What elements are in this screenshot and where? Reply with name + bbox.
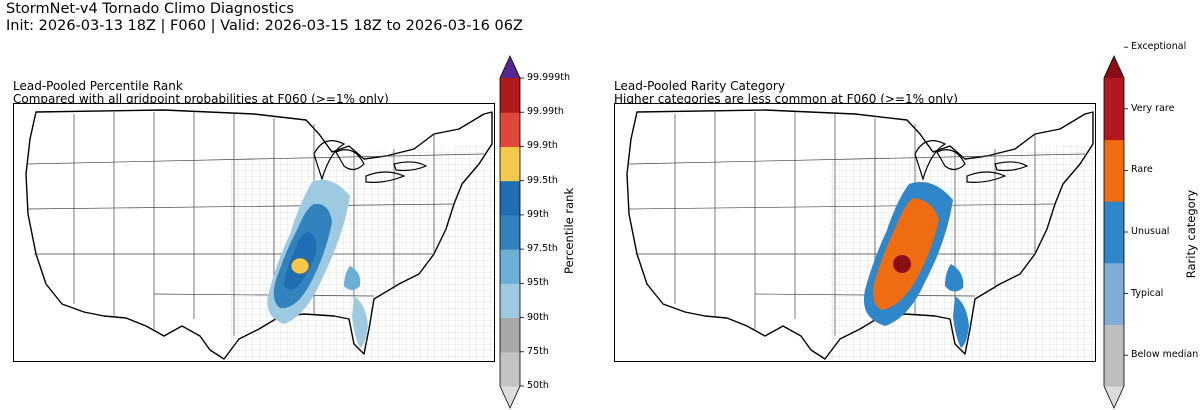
colorbar-segment — [500, 351, 520, 387]
colorbar-tick-label: Below median — [1131, 349, 1199, 361]
percentile-field — [267, 179, 368, 348]
percentile-rank-map — [13, 103, 495, 362]
colorbar-segment — [500, 317, 520, 353]
colorbar-extend-high — [1104, 56, 1124, 78]
colorbar-outline — [1103, 55, 1125, 409]
great-lakes — [914, 140, 1029, 183]
great-lakes — [313, 140, 428, 183]
colorbar-segment — [500, 283, 520, 319]
colorbar-segment — [500, 78, 520, 113]
figure-title: StormNet-v4 Tornado Climo Diagnostics In… — [6, 1, 523, 35]
colorbar-segment — [500, 180, 520, 216]
colorbar-tick-label: 97.5th — [527, 243, 558, 255]
rarity-field — [863, 182, 969, 348]
colorbar-extend-low — [500, 386, 520, 408]
colorbar-tick-label: 90th — [527, 311, 549, 323]
colorbar-segment — [500, 214, 520, 250]
colorbar-segment — [1104, 78, 1124, 141]
colorbar-tick-label: Exceptional — [1131, 41, 1187, 53]
colorbar-tick-label: 95th — [527, 277, 549, 289]
rarity-colorbar-label: Rarity category — [1184, 189, 1198, 279]
rarity-category-map — [614, 103, 1096, 362]
colorbar-segment — [500, 146, 520, 182]
right-panel-title: Lead-Pooled Rarity Category Higher categ… — [614, 80, 958, 106]
rarity-colorbar — [1103, 46, 1128, 409]
colorbar-segment — [1104, 201, 1124, 264]
figure-title-line2: Init: 2026-03-13 18Z | F060 | Valid: 202… — [6, 18, 523, 34]
left-panel-title-line1: Lead-Pooled Percentile Rank — [13, 79, 183, 93]
colorbar-segment — [1104, 324, 1124, 387]
colorbar-tick-label: Typical — [1131, 287, 1164, 299]
colorbar-segment — [1104, 262, 1124, 325]
right-panel-title-line1: Lead-Pooled Rarity Category — [614, 79, 785, 93]
colorbar-extend-high — [500, 56, 520, 78]
colorbar-tick-label: Rare — [1131, 164, 1153, 176]
colorbar-tick-label: 99.5th — [527, 174, 558, 186]
colorbar-tick-label: 50th — [527, 380, 549, 391]
colorbar-extend-low — [1104, 386, 1124, 408]
colorbar-tick-label: Very rare — [1131, 102, 1175, 114]
colorbar-tick-label: 99th — [527, 208, 549, 220]
colorbar-tick-label: 99.999th — [527, 72, 570, 83]
colorbar-tick-label: 99.99th — [527, 106, 564, 118]
colorbar-tick-label: 75th — [527, 345, 549, 357]
colorbar-tick-label: 99.9th — [527, 140, 558, 152]
left-panel-title: Lead-Pooled Percentile Rank Compared wit… — [13, 80, 389, 106]
colorbar-segment — [500, 112, 520, 147]
left-panel-title-line2: Compared with all gridpoint probabilitie… — [13, 92, 389, 106]
percentile-colorbar-label: Percentile rank — [562, 187, 576, 274]
colorbar-tick-label: Unusual — [1131, 226, 1170, 237]
figure-title-line1: StormNet-v4 Tornado Climo Diagnostics — [6, 1, 294, 17]
percentile-colorbar — [499, 55, 524, 409]
colorbar-segment — [500, 249, 520, 284]
right-panel-title-line2: Higher categories are less common at F06… — [614, 92, 958, 106]
colorbar-segment — [1104, 139, 1124, 202]
